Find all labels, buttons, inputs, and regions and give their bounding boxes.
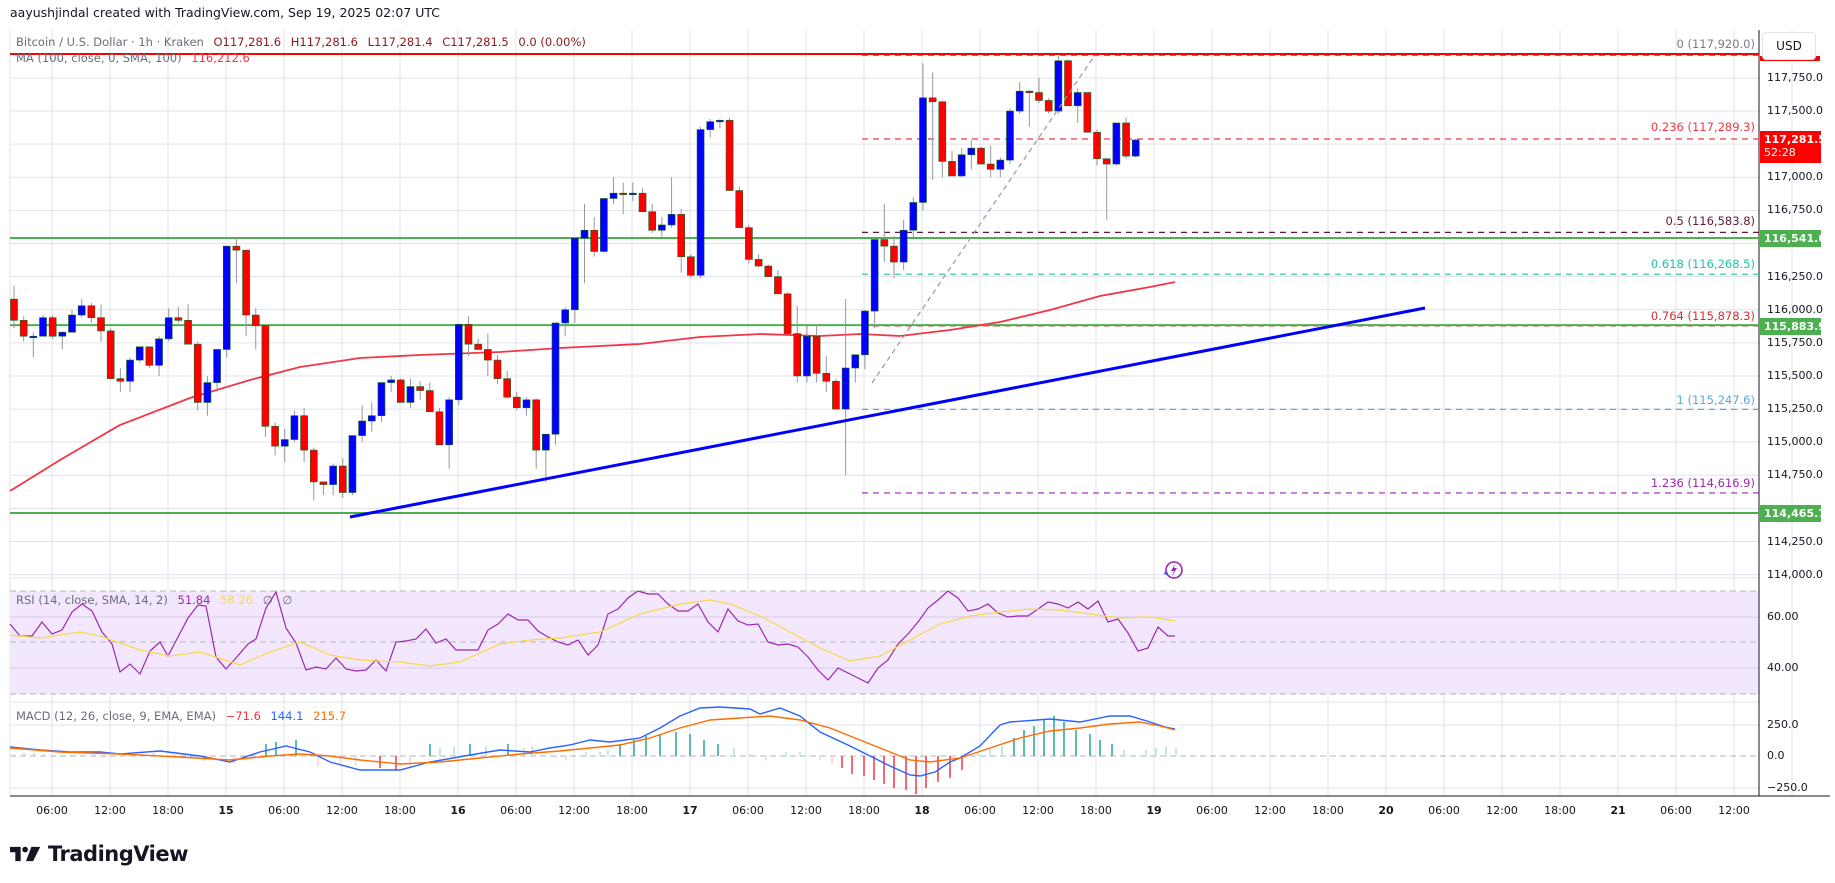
time-tick: 18:00	[1312, 804, 1344, 817]
fib-label-0236: 0.236 (117,289.3)	[1650, 120, 1755, 134]
tradingview-brand[interactable]: TradingView	[10, 842, 188, 866]
rsi-sma-value: 58.26	[220, 593, 254, 607]
time-tick: 18:00	[616, 804, 648, 817]
low-value: L117,281.4	[367, 35, 433, 49]
time-tick: 06:00	[36, 804, 68, 817]
fib-label-05: 0.5 (116,583.8)	[1665, 214, 1755, 228]
level-label-114465: 114,465.7	[1760, 505, 1826, 522]
current-price: 117,281.5	[1764, 133, 1826, 146]
price-tick: 117,000.0	[1767, 170, 1823, 184]
price-tick: 115,000.0	[1767, 435, 1823, 449]
time-tick: 18	[914, 804, 930, 817]
time-tick: 12:00	[1718, 804, 1750, 817]
fib-label-0764: 0.764 (115,878.3)	[1650, 309, 1755, 323]
time-tick: 18:00	[1080, 804, 1112, 817]
level-label-116541: 116,541.6	[1760, 230, 1826, 247]
macd-tick: 0.0	[1767, 749, 1785, 762]
macd-histogram-value: −71.6	[225, 709, 261, 723]
time-tick: 12:00	[558, 804, 590, 817]
time-tick: 06:00	[268, 804, 300, 817]
close-value: C117,281.5	[442, 35, 509, 49]
price-tick: 114,750.0	[1767, 468, 1823, 482]
macd-tick: 250.0	[1767, 718, 1799, 731]
macd-label[interactable]: MACD (12, 26, close, 9, EMA, EMA)	[16, 709, 216, 723]
current-price-label: 117,281.5 52:28	[1760, 131, 1826, 163]
lightning-alert-icon[interactable]	[1162, 559, 1184, 581]
symbol-legend[interactable]: Bitcoin / U.S. Dollar · 1h · Kraken O117…	[16, 35, 592, 49]
time-tick: 18:00	[1544, 804, 1576, 817]
fib-label-1: 1 (115,247.6)	[1676, 393, 1755, 407]
time-tick: 12:00	[1486, 804, 1518, 817]
rsi-extra-1: ∅	[262, 593, 273, 607]
time-tick: 12:00	[326, 804, 358, 817]
time-tick: 20	[1378, 804, 1394, 817]
macd-legend[interactable]: MACD (12, 26, close, 9, EMA, EMA) −71.6 …	[16, 709, 352, 723]
rsi-legend[interactable]: RSI (14, close, SMA, 14, 2) 51.84 58.26 …	[16, 593, 298, 607]
rsi-extra-2: ∅	[282, 593, 293, 607]
macd-tick: −250.0	[1767, 781, 1808, 794]
time-tick: 06:00	[732, 804, 764, 817]
time-tick: 19	[1146, 804, 1162, 817]
time-tick: 18:00	[384, 804, 416, 817]
price-tick: 117,500.0	[1767, 104, 1823, 118]
ma-value: 116,212.6	[191, 51, 250, 65]
brand-name: TradingView	[48, 842, 188, 866]
price-tick: 114,000.0	[1767, 567, 1823, 581]
tradingview-logo-icon	[10, 846, 41, 862]
macd-value: 144.1	[270, 709, 304, 723]
rsi-value: 51.84	[177, 593, 211, 607]
rsi-tick: 60.00	[1767, 610, 1799, 623]
price-tick: 116,250.0	[1767, 269, 1823, 283]
high-value: H117,281.6	[290, 35, 358, 49]
macd-signal-value: 215.7	[313, 709, 347, 723]
price-tick: 116,750.0	[1767, 203, 1823, 217]
price-tick: 115,750.0	[1767, 335, 1823, 349]
currency-selector[interactable]: USD	[1762, 32, 1816, 60]
time-tick: 21	[1610, 804, 1626, 817]
time-tick: 18:00	[152, 804, 184, 817]
price-tick: 115,250.0	[1767, 402, 1823, 416]
level-label-115883: 115,883.9	[1760, 318, 1826, 335]
time-tick: 06:00	[964, 804, 996, 817]
time-tick: 12:00	[1022, 804, 1054, 817]
open-value: O117,281.6	[213, 35, 282, 49]
price-tick: 114,250.0	[1767, 534, 1823, 548]
ma-label[interactable]: MA (100, close, 0, SMA, 100)	[16, 51, 182, 65]
time-tick: 12:00	[94, 804, 126, 817]
time-tick: 17	[682, 804, 698, 817]
bar-countdown: 52:28	[1764, 146, 1796, 159]
time-tick: 06:00	[1196, 804, 1228, 817]
rsi-label[interactable]: RSI (14, close, SMA, 14, 2)	[16, 593, 168, 607]
time-tick: 06:00	[1660, 804, 1692, 817]
time-tick: 18:00	[848, 804, 880, 817]
symbol-title[interactable]: Bitcoin / U.S. Dollar · 1h · Kraken	[16, 35, 204, 49]
fib-label-0: 0 (117,920.0)	[1676, 37, 1755, 51]
price-tick: 115,500.0	[1767, 368, 1823, 382]
fib-label-1236: 1.236 (114,616.9)	[1650, 476, 1755, 490]
time-tick: 06:00	[500, 804, 532, 817]
time-tick: 12:00	[790, 804, 822, 817]
time-tick: 16	[450, 804, 466, 817]
price-tick: 116,000.0	[1767, 302, 1823, 316]
fib-label-0618: 0.618 (116,268.5)	[1650, 257, 1755, 271]
time-tick: 15	[218, 804, 234, 817]
rsi-tick: 40.00	[1767, 661, 1799, 674]
time-tick: 06:00	[1428, 804, 1460, 817]
change-value: 0.0 (0.00%)	[518, 35, 586, 49]
time-tick: 12:00	[1254, 804, 1286, 817]
chart-credit: aayushjindal created with TradingView.co…	[10, 5, 441, 20]
ma-legend[interactable]: MA (100, close, 0, SMA, 100) 116,212.6	[16, 51, 256, 65]
price-tick: 117,750.0	[1767, 70, 1823, 84]
